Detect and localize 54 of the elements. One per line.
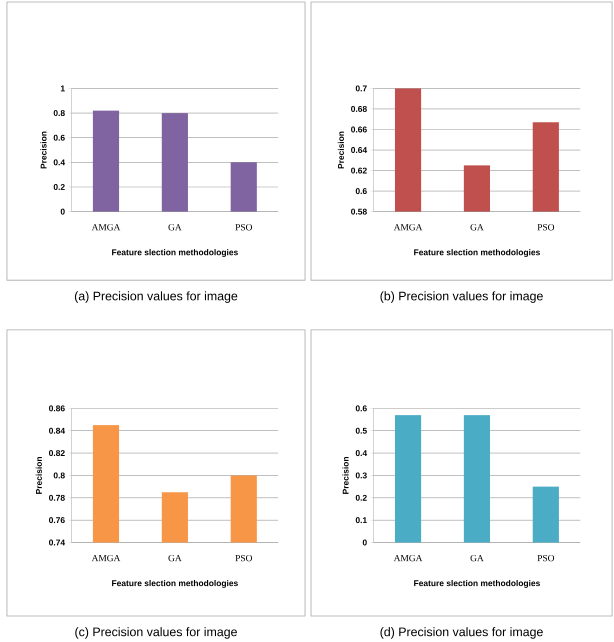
- text: (d) Precision values for image: [380, 627, 543, 639]
- x-tick-label: GA: [470, 554, 484, 562]
- y-tick-label: 0.5: [356, 428, 367, 434]
- x-tick-label: AMGA: [394, 224, 422, 230]
- y-tick-label: 0.84: [48, 428, 66, 434]
- text: (c) Precision values for image: [75, 627, 237, 639]
- y-tick-label: 0.2: [356, 494, 367, 501]
- x-tick-label: PSO: [537, 224, 554, 230]
- y-tick-label: 0.6: [356, 405, 367, 412]
- x-tick-label: GA: [168, 554, 182, 562]
- y-tick-label: 0.64: [351, 147, 368, 154]
- y-tick-label: 0.4: [54, 159, 66, 166]
- x-axis-title: Feature slection methodologies: [414, 249, 540, 257]
- bar: [162, 113, 188, 212]
- y-axis-title: Precision: [36, 457, 42, 494]
- y-tick-label: 0.78: [48, 494, 65, 501]
- x-tick-label: AMGA: [92, 554, 120, 562]
- y-tick-label: 0.4: [356, 450, 368, 456]
- x-axis-title: Feature slection methodologies: [112, 249, 238, 257]
- y-tick-label: 0.8: [54, 110, 65, 116]
- x-tick-label: PSO: [235, 554, 252, 562]
- y-tick-label: 0.74: [48, 540, 66, 546]
- x-tick-label: PSO: [235, 224, 252, 230]
- y-axis-title: Precision: [338, 132, 344, 168]
- y-tick-label: 0.58: [351, 208, 367, 215]
- y-tick-label: 0: [362, 540, 367, 546]
- text: (a) Precision values for image: [74, 291, 238, 303]
- y-axis-title: Precision: [40, 132, 47, 168]
- text: (b) Precision values for image: [380, 291, 543, 303]
- y-tick-label: 0.3: [356, 472, 367, 478]
- y-tick-label: 0.82: [48, 450, 65, 456]
- x-tick-label: GA: [168, 224, 182, 230]
- y-tick-label: 0: [60, 208, 65, 215]
- bar: [230, 162, 257, 212]
- y-tick-label: 1: [60, 86, 65, 92]
- y-tick-label: 0.68: [351, 106, 367, 112]
- y-tick-label: 0.1: [356, 517, 367, 524]
- bar: [92, 110, 120, 212]
- x-tick-label: AMGA: [394, 554, 422, 562]
- y-tick-label: 0.7: [356, 85, 367, 92]
- y-tick-label: 0.2: [54, 184, 65, 190]
- x-axis-title: Feature slection methodologies: [112, 580, 238, 588]
- x-axis-title: Feature slection methodologies: [414, 580, 540, 588]
- x-tick-label: AMGA: [92, 224, 120, 230]
- y-tick-label: 0.86: [48, 405, 65, 412]
- y-tick-label: 0.76: [48, 517, 65, 524]
- y-tick-label: 0.6: [356, 188, 367, 194]
- x-tick-label: GA: [470, 224, 484, 230]
- y-tick-label: 0.62: [351, 168, 367, 174]
- y-tick-label: 0.6: [54, 134, 65, 141]
- y-tick-label: 0.66: [351, 126, 367, 132]
- y-axis-title: Precision: [342, 457, 349, 494]
- x-tick-label: PSO: [537, 554, 554, 562]
- y-tick-label: 0.8: [54, 472, 65, 478]
